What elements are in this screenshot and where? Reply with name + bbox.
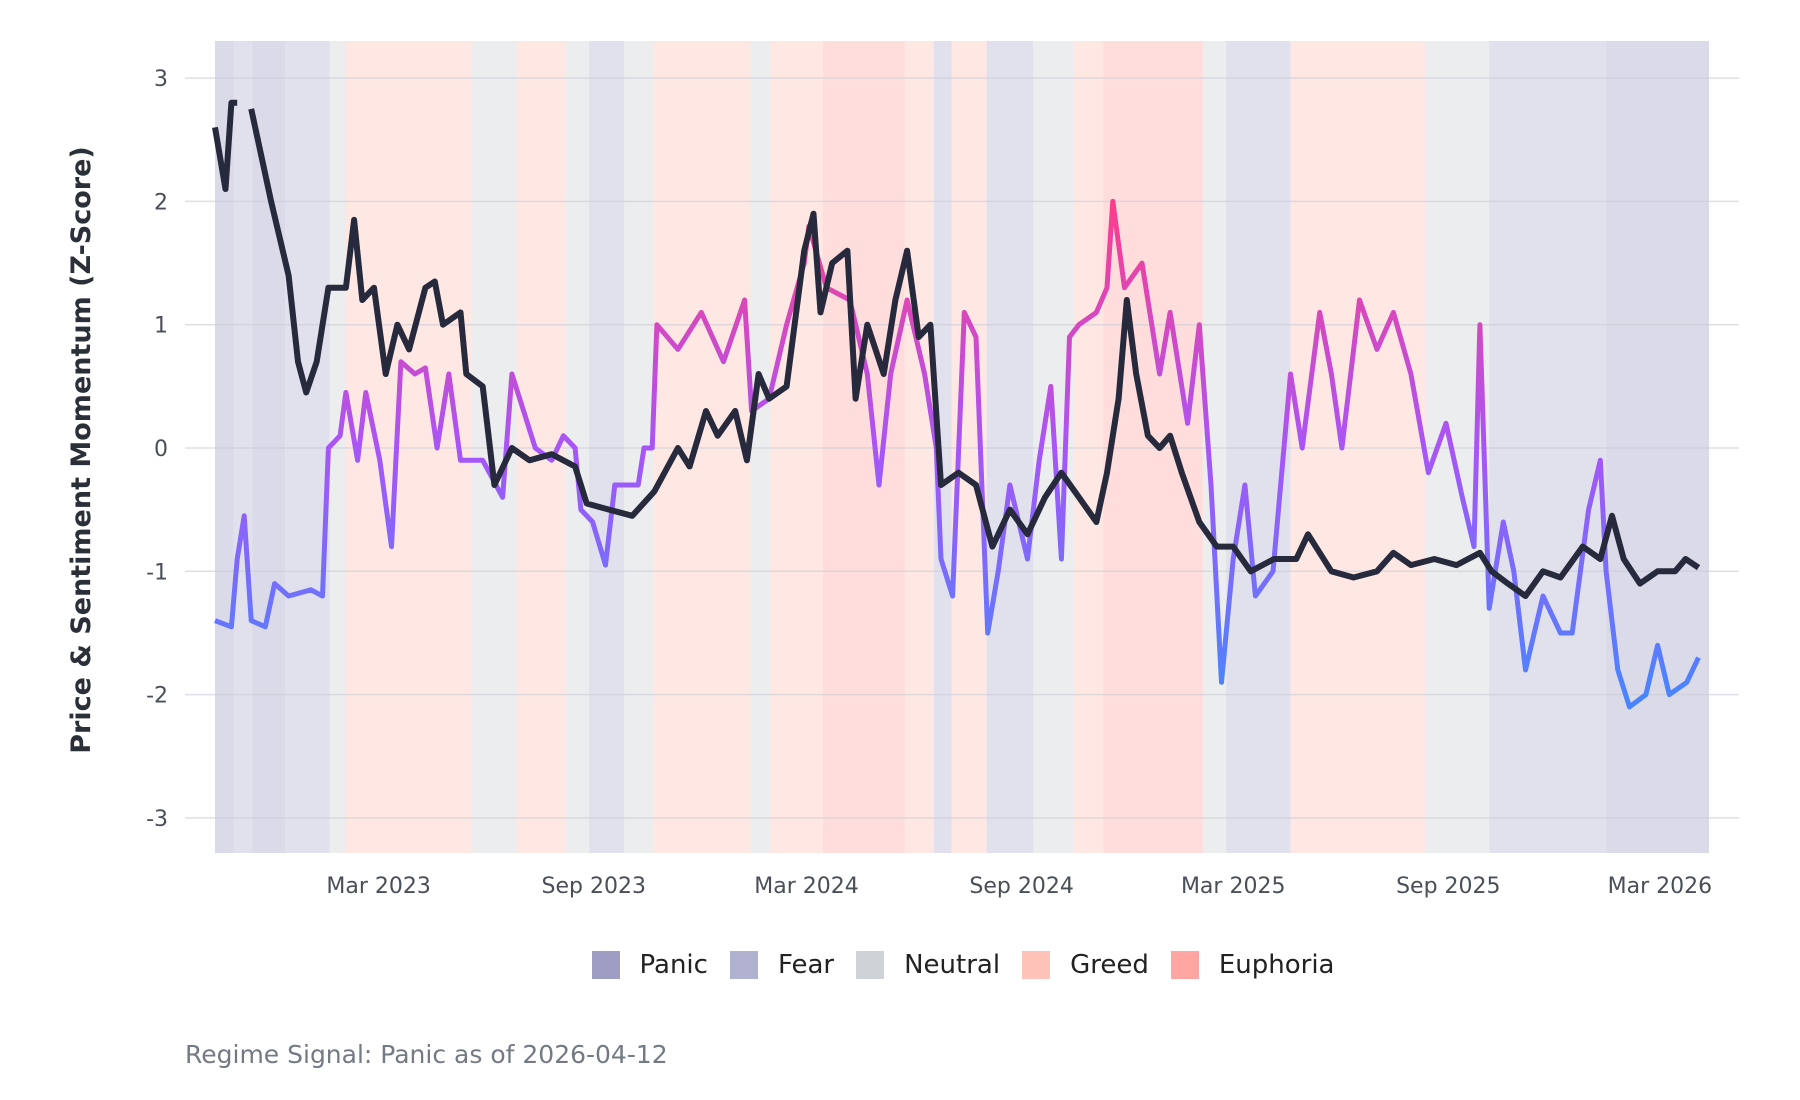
y-tick-label: 0 [154,437,168,462]
regime-band-fear [933,41,952,853]
x-tick-label: Sep 2024 [969,874,1073,899]
regime-band-neutral [565,41,590,853]
legend-swatch [729,951,758,979]
regime-band-greed [653,41,751,853]
regime-band-fear [233,41,253,853]
legend-swatch [591,951,620,979]
y-axis-ticks: 3 2 1 0 -1 -2 -3 [146,67,168,832]
x-tick-label: Mar 2026 [1608,874,1713,899]
x-tick-label: Mar 2025 [1181,874,1286,899]
x-tick-label: Mar 2024 [754,874,859,899]
legend-swatch [856,951,885,979]
legend-label: Greed [1070,950,1149,980]
series-lines [212,99,1701,710]
regime-band-panic [252,41,286,853]
legend-label: Panic [639,950,708,980]
x-tick-label: Mar 2023 [326,874,431,899]
regime-band-panic [1606,41,1709,853]
legend-item-euphoria: Euphoria [1170,950,1335,980]
legend-item-neutral: Neutral [856,950,1000,980]
regime-band-greed [904,41,934,853]
legend: Panic Fear Neutral Greed Euphoria [0,950,1800,980]
regime-band-panic [215,41,234,853]
regime-band-fear [986,41,1034,853]
legend-swatch [1022,951,1051,979]
regime-band-neutral [1424,41,1490,853]
x-axis-ticks: Mar 2023 Sep 2023 Mar 2024 Sep 2024 Mar 2025… [326,874,1712,899]
regime-band-greed [1074,41,1104,853]
y-tick-label: 1 [154,314,168,339]
legend-label: Neutral [904,950,1001,980]
legend-item-panic: Panic [591,950,708,980]
y-tick-label: 3 [154,67,168,92]
y-tick-label: 2 [154,190,168,215]
regime-band-euphoria [1103,41,1203,853]
regime-signal-footnote: Regime Signal: Panic as of 2026-04-12 [185,1040,668,1069]
regime-band-fear [1489,41,1607,853]
legend-item-fear: Fear [729,950,835,980]
regime-band-fear [1226,41,1291,853]
y-tick-label: -1 [146,560,168,585]
legend-item-greed: Greed [1022,950,1149,980]
sentiment-momentum-line [214,198,1701,710]
legend-label: Fear [777,950,835,980]
regime-band-fear [589,41,625,853]
y-tick-label: -3 [146,807,168,832]
y-tick-label: -2 [146,684,168,709]
regime-band-fear [285,41,330,853]
x-tick-label: Sep 2025 [1396,874,1500,899]
price-momentum-line [212,99,1701,599]
regime-band-euphoria [822,41,905,853]
legend-label: Euphoria [1218,950,1335,980]
regime-band-greed [770,41,823,853]
legend-swatch [1170,951,1199,979]
y-axis-title: Price & Sentiment Momentum (Z-Score) [66,146,97,754]
regime-bands [215,41,1709,853]
x-tick-label: Sep 2023 [542,874,646,899]
regime-band-greed [345,41,473,853]
regime-band-greed [1290,41,1425,853]
regime-band-neutral [329,41,346,853]
regime-band-neutral [750,41,771,853]
